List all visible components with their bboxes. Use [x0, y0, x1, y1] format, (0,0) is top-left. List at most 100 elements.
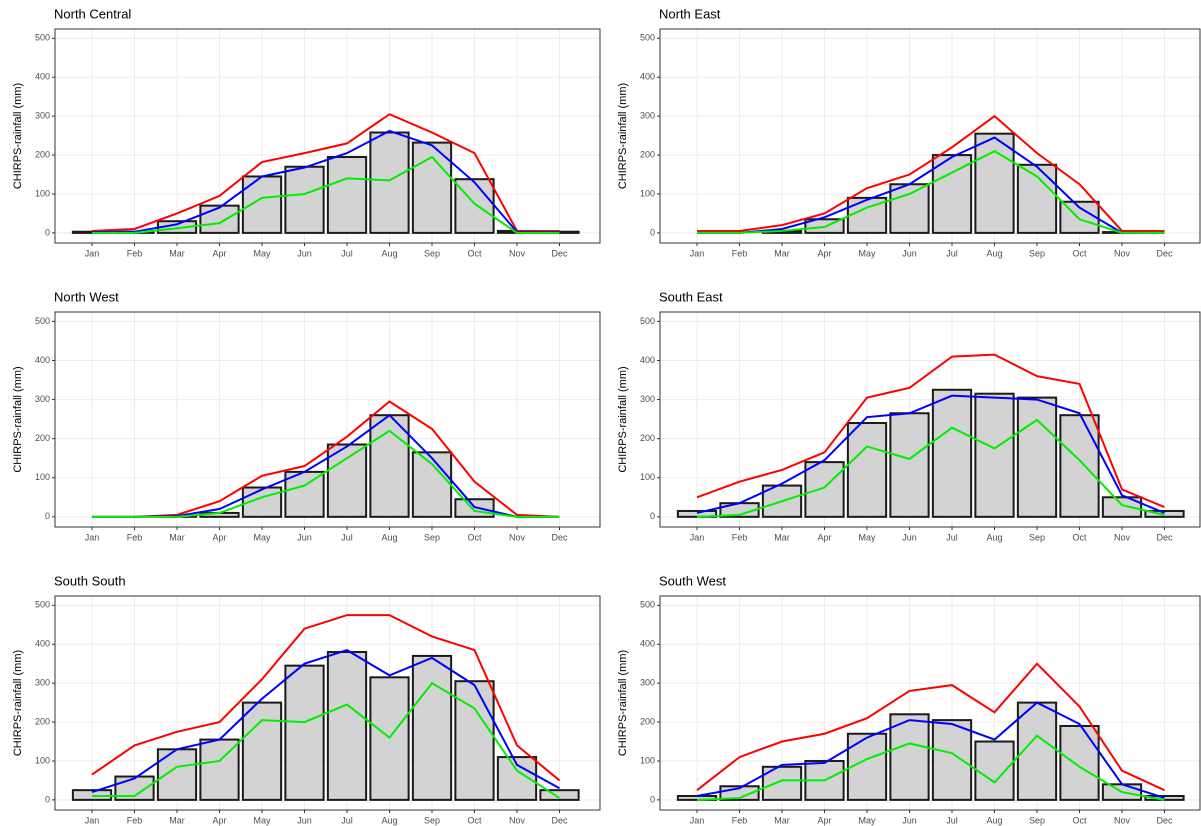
line [697, 136, 1165, 234]
line [92, 681, 561, 799]
bar [974, 392, 1015, 518]
panel-title: North East [659, 6, 721, 21]
y-tick-label: 300 [640, 394, 655, 404]
bar [284, 165, 325, 234]
bar [326, 651, 368, 801]
bar [1016, 163, 1058, 234]
x-tick-label: Dec [551, 248, 568, 258]
x-tick-label: Aug [381, 532, 397, 542]
panel-title: North Central [54, 6, 131, 21]
bar [326, 443, 368, 518]
line [696, 701, 1165, 799]
y-tick-label: 300 [35, 394, 50, 404]
x-tick-label: May [253, 815, 271, 825]
panel: 0 100 200 300 400 500 Jan Feb Mar Apr May Jun Jul Aug… [617, 289, 1201, 542]
bar [1016, 396, 1058, 518]
y-tick-label: 0 [45, 794, 50, 804]
x-tick-label: Mar [774, 815, 790, 825]
plot-border [659, 595, 1201, 811]
line [697, 150, 1165, 234]
x-tick-label: Mar [774, 532, 790, 542]
y-tick-label: 500 [35, 33, 50, 43]
x-tick-label: Mar [169, 248, 185, 258]
x-tick-label: Dec [1156, 532, 1173, 542]
plot-background [660, 312, 1200, 527]
bar [846, 732, 888, 801]
x-tick-label: May [858, 248, 876, 258]
x-tick-label: Oct [467, 248, 482, 258]
x-tick-label: May [253, 532, 271, 542]
y-tick-label: 400 [35, 355, 50, 365]
y-tick-label: 300 [640, 111, 655, 121]
y-tick-label: 0 [650, 794, 655, 804]
y-tick-label: 500 [640, 600, 655, 610]
y-tick-label: 500 [35, 316, 50, 326]
y-axis-label: CHIRPS-rainfall (mm) [12, 650, 24, 756]
x-tick-label: Jul [341, 532, 353, 542]
x-tick-label: Sep [1029, 532, 1045, 542]
panel: 0 100 200 300 400 500 Jan Feb Mar Apr May Jun Jul Aug… [617, 6, 1201, 258]
y-tick-label: 0 [650, 227, 655, 237]
bar [241, 486, 283, 518]
x-tick-label: Dec [1156, 815, 1173, 825]
plot-background [660, 29, 1200, 243]
y-tick-label: 400 [35, 72, 50, 82]
x-tick-label: Jul [946, 532, 958, 542]
line [91, 648, 560, 794]
x-tick-label: Nov [1114, 815, 1131, 825]
bar [199, 204, 240, 234]
x-tick-label: Jul [341, 248, 353, 258]
bar [889, 183, 930, 234]
x-tick-label: May [253, 248, 271, 258]
x-tick-label: Sep [424, 248, 440, 258]
x-tick-label: Aug [381, 248, 397, 258]
x-tick-label: Jan [690, 532, 705, 542]
y-tick-label: 200 [35, 149, 50, 159]
x-tick-label: Jun [902, 248, 917, 258]
y-tick-label: 200 [35, 716, 50, 726]
panel: 0 100 200 300 400 500 Jan Feb Mar Apr May Jun Jul Aug… [617, 573, 1201, 825]
x-tick-label: Apr [212, 248, 226, 258]
x-tick-label: Jul [946, 248, 958, 258]
y-tick-label: 0 [45, 227, 50, 237]
x-tick-label: Jan [85, 248, 100, 258]
x-tick-label: Aug [986, 815, 1002, 825]
bar [846, 422, 888, 518]
bar [539, 789, 580, 801]
x-tick-label: Jan [690, 815, 705, 825]
line [91, 614, 561, 782]
x-tick-label: Sep [1029, 248, 1045, 258]
x-tick-label: Dec [551, 532, 568, 542]
bar [931, 388, 973, 518]
x-tick-label: Mar [169, 532, 185, 542]
x-tick-label: Nov [509, 815, 526, 825]
y-axis-label: CHIRPS-rainfall (mm) [617, 366, 629, 472]
x-tick-label: Apr [817, 248, 831, 258]
bar [369, 414, 410, 518]
y-tick-label: 400 [640, 355, 655, 365]
bar [889, 412, 930, 518]
bar [1101, 496, 1143, 518]
x-tick-label: Jul [341, 815, 353, 825]
x-tick-label: Jan [85, 815, 100, 825]
y-tick-label: 500 [640, 316, 655, 326]
x-tick-label: Mar [169, 815, 185, 825]
x-tick-label: Aug [381, 815, 397, 825]
x-tick-label: Apr [817, 532, 831, 542]
x-tick-label: Aug [986, 248, 1002, 258]
x-tick-label: Feb [127, 248, 143, 258]
x-tick-label: Nov [509, 532, 526, 542]
bar [1059, 414, 1100, 518]
bar [974, 132, 1015, 234]
panel-title: South East [659, 289, 723, 304]
y-axis-label: CHIRPS-rainfall (mm) [617, 83, 629, 189]
line [696, 662, 1165, 792]
y-tick-label: 400 [640, 639, 655, 649]
panel-title: North West [54, 289, 119, 304]
bar [454, 178, 495, 234]
plot-border [54, 595, 601, 811]
y-axis-label: CHIRPS-rainfall (mm) [12, 83, 24, 189]
panel: 0 100 200 300 400 500 Jan Feb Mar Apr May Jun Jul Aug… [12, 289, 601, 542]
x-tick-label: Feb [732, 815, 748, 825]
y-tick-label: 200 [640, 433, 655, 443]
